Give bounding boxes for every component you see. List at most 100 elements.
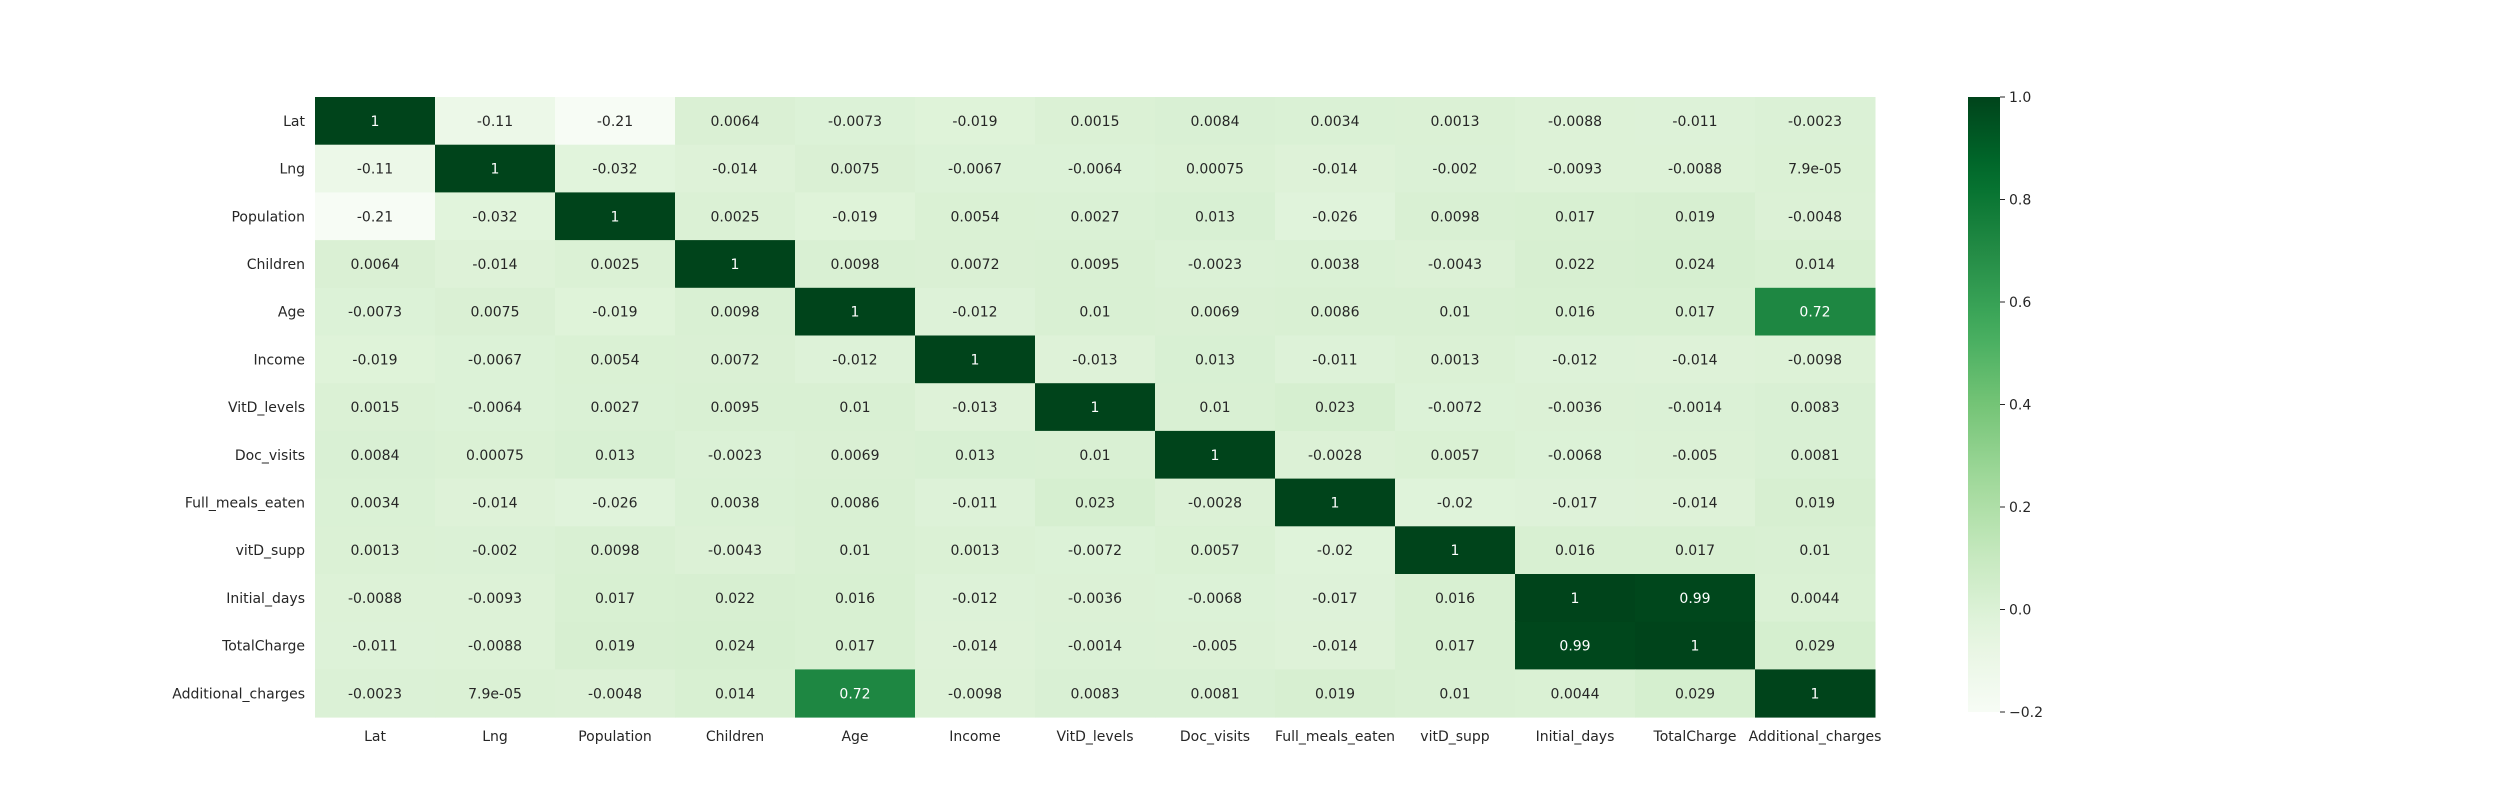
heatmap-cell: [435, 335, 556, 384]
cell-value-label: -0.011: [1672, 114, 1717, 130]
heatmap-cell: [1755, 478, 1876, 527]
heatmap-cell: [1755, 97, 1876, 146]
heatmap-cell: [555, 335, 676, 384]
y-tick-label: VitD_levels: [228, 400, 305, 416]
cell-value-label: 0.024: [715, 639, 755, 655]
heatmap-cell: [1155, 621, 1276, 670]
heatmap-cell: [1035, 430, 1156, 480]
cell-value-label: 0.0072: [711, 352, 760, 368]
heatmap-cell: [675, 383, 796, 432]
colorbar: 1.0 0.8 0.6 0.4 0.2 0.0 −0.2: [1968, 90, 2043, 721]
cell-value-label: -0.0036: [1548, 400, 1602, 416]
heatmap-cell: [1755, 383, 1876, 432]
cell-value-label: -0.0064: [468, 400, 522, 416]
heatmap-cell: [1395, 144, 1516, 193]
cell-value-label: -0.0023: [1188, 257, 1242, 273]
cell-value-label: 1: [491, 162, 500, 178]
x-tick-label: Population: [578, 729, 652, 745]
heatmap-cell: [555, 240, 676, 289]
heatmap-cell: [1395, 97, 1516, 146]
heatmap-cell: [555, 383, 676, 432]
heatmap-cell: [435, 621, 556, 670]
cell-value-label: -0.019: [832, 209, 877, 225]
colorbar-tick-label: 0.0: [2009, 603, 2031, 619]
heatmap-cell: [675, 669, 796, 718]
heatmap-cell: [795, 621, 916, 670]
heatmap-cell: [675, 240, 796, 289]
heatmap-cell: [1275, 430, 1396, 480]
cell-value-label: 0.013: [595, 448, 635, 464]
heatmap-cell: [315, 430, 436, 480]
cell-value-label: -0.0064: [1068, 162, 1122, 178]
heatmap-cell: [555, 97, 676, 146]
colorbar-gradient: [1968, 97, 2000, 712]
heatmap-cells: 1 -0.11 -0.21 0.0064 -0.0073 -0.019 0.0015 0.00…: [315, 97, 1876, 718]
heatmap-cell: [1635, 287, 1756, 336]
heatmap-cell: [1275, 621, 1396, 670]
cell-value-label: -0.026: [1312, 209, 1357, 225]
heatmap-cell: [1395, 430, 1516, 480]
heatmap-cell: [1155, 97, 1276, 146]
heatmap-cell: [435, 383, 556, 432]
x-tick-label: vitD_supp: [1420, 729, 1489, 745]
heatmap-cell: [915, 574, 1036, 623]
heatmap-cell: [1035, 574, 1156, 623]
cell-value-label: 0.0038: [711, 495, 760, 511]
y-tick-label: Initial_days: [226, 591, 305, 607]
heatmap-cell: [675, 430, 796, 480]
y-tick-label: Age: [278, 305, 305, 321]
heatmap-cell: [795, 669, 916, 718]
y-tick-label: Children: [247, 257, 305, 273]
heatmap-cell: [795, 526, 916, 575]
cell-value-label: -0.0067: [948, 162, 1002, 178]
heatmap-cell: [435, 97, 556, 146]
heatmap-cell: [1275, 335, 1396, 384]
cell-value-label: 1: [1691, 639, 1700, 655]
cell-value-label: 0.0027: [1071, 209, 1120, 225]
heatmap-cell: [1035, 192, 1156, 241]
cell-value-label: 0.00075: [466, 448, 524, 464]
cell-value-label: 0.0084: [351, 448, 400, 464]
cell-value-label: 1: [1451, 543, 1460, 559]
cell-value-label: -0.002: [472, 543, 517, 559]
cell-value-label: 0.013: [1195, 209, 1235, 225]
heatmap-cell: [675, 192, 796, 241]
cell-value-label: 0.0084: [1191, 114, 1240, 130]
heatmap-cell: [795, 287, 916, 336]
heatmap-cell: [435, 192, 556, 241]
heatmap-cell: [435, 430, 556, 480]
cell-value-label: 0.0044: [1551, 686, 1600, 702]
heatmap-cell: [1515, 574, 1636, 623]
heatmap-cell: [1755, 144, 1876, 193]
cell-value-label: 0.0098: [831, 257, 880, 273]
y-tick-label: Full_meals_eaten: [185, 495, 305, 511]
cell-value-label: -0.002: [1432, 162, 1477, 178]
heatmap-cell: [675, 97, 796, 146]
cell-value-label: -0.0073: [348, 305, 402, 321]
x-tick-label: Doc_visits: [1180, 729, 1250, 745]
cell-value-label: -0.21: [597, 114, 633, 130]
cell-value-label: -0.014: [712, 162, 757, 178]
cell-value-label: -0.0023: [348, 686, 402, 702]
cell-value-label: 1: [611, 209, 620, 225]
cell-value-label: -0.014: [1312, 162, 1357, 178]
cell-value-label: -0.0043: [1428, 257, 1482, 273]
cell-value-label: 1: [1091, 400, 1100, 416]
cell-value-label: 0.019: [1315, 686, 1355, 702]
cell-value-label: -0.0048: [588, 686, 642, 702]
heatmap-cell: [1035, 97, 1156, 146]
cell-value-label: -0.0072: [1428, 400, 1482, 416]
cell-value-label: -0.013: [1072, 352, 1117, 368]
heatmap-cell: [1515, 621, 1636, 670]
heatmap-cell: [1515, 192, 1636, 241]
heatmap-cell: [915, 478, 1036, 527]
heatmap-cell: [555, 574, 676, 623]
heatmap-cell: [1635, 97, 1756, 146]
heatmap-cell: [1155, 526, 1276, 575]
cell-value-label: 0.0086: [831, 495, 880, 511]
heatmap-cell: [1155, 287, 1276, 336]
y-tick-label: vitD_supp: [236, 543, 305, 559]
cell-value-label: 0.01: [1799, 543, 1830, 559]
heatmap-cell: [1275, 478, 1396, 527]
